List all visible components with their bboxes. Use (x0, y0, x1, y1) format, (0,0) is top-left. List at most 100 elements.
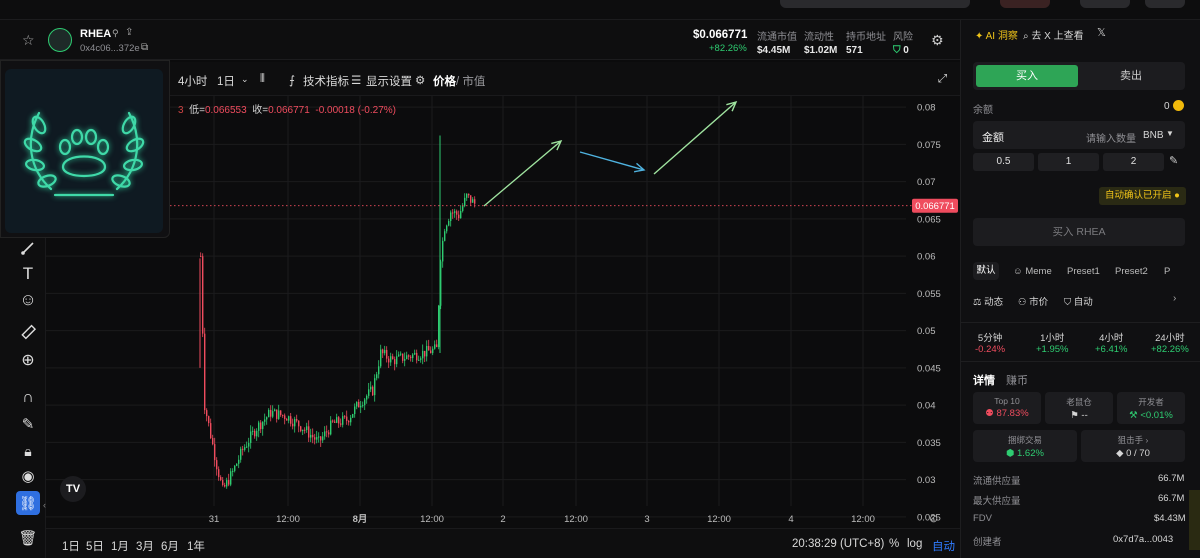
ruler-tool-icon[interactable] (16, 320, 40, 344)
token-change: +82.26% (709, 43, 747, 54)
header-button[interactable] (1080, 0, 1130, 8)
range-3m[interactable]: 3月 (136, 541, 154, 553)
x-search-link[interactable]: ⌕ 去 X 上查看 (1023, 31, 1084, 42)
preset-tab-more[interactable]: P (1164, 266, 1171, 277)
candle-body (248, 442, 250, 447)
y-tick-label: 0.05 (917, 326, 936, 337)
lock-draw-icon[interactable]: ✎ (21, 416, 35, 433)
candle-body (290, 416, 292, 424)
token-address[interactable]: 0x4c06...372e (80, 43, 140, 54)
display-settings-button[interactable]: 显示设置 (366, 76, 412, 88)
period-changes: 5分钟 -0.24% 1小时 +1.95% 4小时 +6.41% 24小时 +82.26… (961, 322, 1200, 362)
header-badge[interactable] (1000, 0, 1050, 8)
chart-settings-icon[interactable]: ⊙ (929, 513, 939, 525)
currency-chevron-icon[interactable]: ▼ (1166, 129, 1174, 138)
interval-4h-button[interactable]: 4小时 (178, 76, 208, 88)
zoom-tool-icon[interactable]: ⊕ (21, 352, 35, 369)
price-toggle[interactable]: 价格 (433, 76, 456, 88)
token-price: $0.066771 (693, 29, 748, 41)
log-toggle[interactable]: log (907, 538, 923, 550)
metric-insiders: 老鼠仓 ⚑ -- (1045, 392, 1113, 424)
header-menu[interactable] (1145, 0, 1185, 8)
auto-confirm-badge[interactable]: 自动确认已开启 ● (1099, 187, 1186, 205)
tradingview-logo[interactable]: TV (60, 476, 86, 502)
candle-body (348, 420, 350, 423)
option-auto[interactable]: ⛉ 自动 (1064, 297, 1093, 308)
chevron-right-icon[interactable]: › (1173, 293, 1177, 304)
candle-body (254, 430, 256, 437)
option-dynamic[interactable]: ⚖ 动态 (973, 297, 1004, 308)
stat-risk[interactable]: 风险 ⛉ 0 (893, 32, 913, 56)
candle-body (378, 366, 380, 375)
chevron-down-icon[interactable]: ⌄ (241, 74, 249, 84)
fullscreen-icon[interactable]: ⤢ (938, 73, 948, 85)
buy-rhea-button[interactable]: 买入 RHEA (973, 218, 1185, 246)
candle-body (326, 431, 328, 433)
preset-tab-default[interactable]: 默认 (973, 262, 999, 280)
amount-input[interactable]: 金额 请输入数量 BNB ▼ (973, 121, 1185, 149)
period-4h[interactable]: 4小时 +6.41% (1095, 333, 1128, 355)
trash-icon[interactable]: 🗑︎ (18, 530, 38, 547)
period-5m[interactable]: 5分钟 -0.24% (975, 333, 1006, 355)
ai-insight[interactable]: ✦ AI 洞察 (975, 31, 1018, 42)
text-tool-icon[interactable]: T (22, 264, 34, 283)
period-1h[interactable]: 1小时 +1.95% (1036, 333, 1069, 355)
mcap-toggle[interactable]: / 市值 (456, 76, 486, 88)
x-tick-label: 3 (644, 514, 649, 525)
auto-toggle[interactable]: 自动 (932, 541, 955, 553)
creator-value[interactable]: 0x7d7a...0043 (1113, 534, 1174, 545)
last-price-box (912, 198, 958, 213)
top-strip (0, 0, 1200, 20)
candle-body (342, 416, 344, 425)
share-icon[interactable]: ⇪ (125, 27, 134, 38)
earn-tab[interactable]: 赚币 (1006, 375, 1028, 387)
candle-body (470, 195, 472, 203)
price-chart[interactable]: 0.08 0.075 0.07 0.065 0.06 0.055 0.05 0.045 0.04… (46, 96, 960, 528)
chart-bottom-bar: 1日 5日 1月 3月 6月 1年 20:38:29 (UTC+8) % log… (46, 513, 960, 558)
link-icon[interactable]: ⛓ (16, 491, 40, 515)
percent-toggle[interactable]: % (889, 538, 900, 550)
edit-icon[interactable]: ✎ (1169, 155, 1179, 167)
preset-amount-0[interactable]: 0.5 (973, 153, 1034, 171)
indicators-button[interactable]: 技术指标 (303, 76, 349, 88)
candle-type-icon[interactable]: ⫴ (260, 73, 265, 85)
gear-icon[interactable]: ⚙ (415, 75, 426, 87)
candle-body (338, 417, 340, 424)
chart-canvas[interactable]: 0.08 0.075 0.07 0.065 0.06 0.055 0.05 0.045 0.04… (46, 96, 960, 528)
lock-icon[interactable]: 🔒︎ (24, 442, 32, 459)
settings-gear-icon[interactable]: ⚙ (931, 32, 944, 48)
candle-body (434, 344, 436, 349)
pin-icon[interactable]: ⚲ (112, 28, 119, 38)
preset-amount-2[interactable]: 2 (1103, 153, 1164, 171)
arrow-tool-icon[interactable] (16, 236, 40, 260)
token-avatar[interactable] (48, 28, 72, 52)
range-1m[interactable]: 1月 (111, 541, 129, 553)
range-1d[interactable]: 1日 (62, 541, 80, 553)
candle-body (372, 386, 374, 396)
buy-tab[interactable]: 买入 (976, 65, 1078, 87)
range-6m[interactable]: 6月 (161, 541, 179, 553)
period-24h[interactable]: 24小时 +82.26% (1151, 333, 1189, 355)
details-tab[interactable]: 详情 (973, 375, 995, 387)
currency-select[interactable]: BNB (1143, 130, 1164, 141)
preset-tab-meme[interactable]: ☺ Meme (1013, 266, 1052, 277)
collapse-chevron-icon[interactable]: ‹ (43, 500, 46, 510)
magnet-tool-icon[interactable]: ∩ (22, 389, 34, 406)
bnb-icon (1173, 100, 1184, 111)
star-icon[interactable]: ☆ (22, 32, 35, 48)
sell-tab[interactable]: 卖出 (1120, 70, 1142, 82)
candle-body (272, 411, 274, 417)
preset-tab-2[interactable]: Preset2 (1115, 266, 1148, 277)
eye-icon[interactable]: ◉ (21, 468, 35, 485)
preset-tab-1[interactable]: Preset1 (1067, 266, 1100, 277)
preset-amount-1[interactable]: 1 (1038, 153, 1099, 171)
metric-snipers[interactable]: 狙击手 › ◆ 0 / 70 (1081, 430, 1185, 462)
copy-icon[interactable]: ⧉ (141, 42, 149, 53)
search-pill[interactable] (780, 0, 970, 8)
range-5d[interactable]: 5日 (86, 541, 104, 553)
interval-1d-button[interactable]: 1日 (217, 76, 235, 88)
emoji-tool-icon[interactable]: ☺ (19, 290, 37, 309)
range-1y[interactable]: 1年 (187, 541, 205, 553)
option-market[interactable]: ⚇ 市价 (1018, 297, 1049, 308)
x-logo-icon[interactable]: 𝕏 (1097, 27, 1106, 39)
